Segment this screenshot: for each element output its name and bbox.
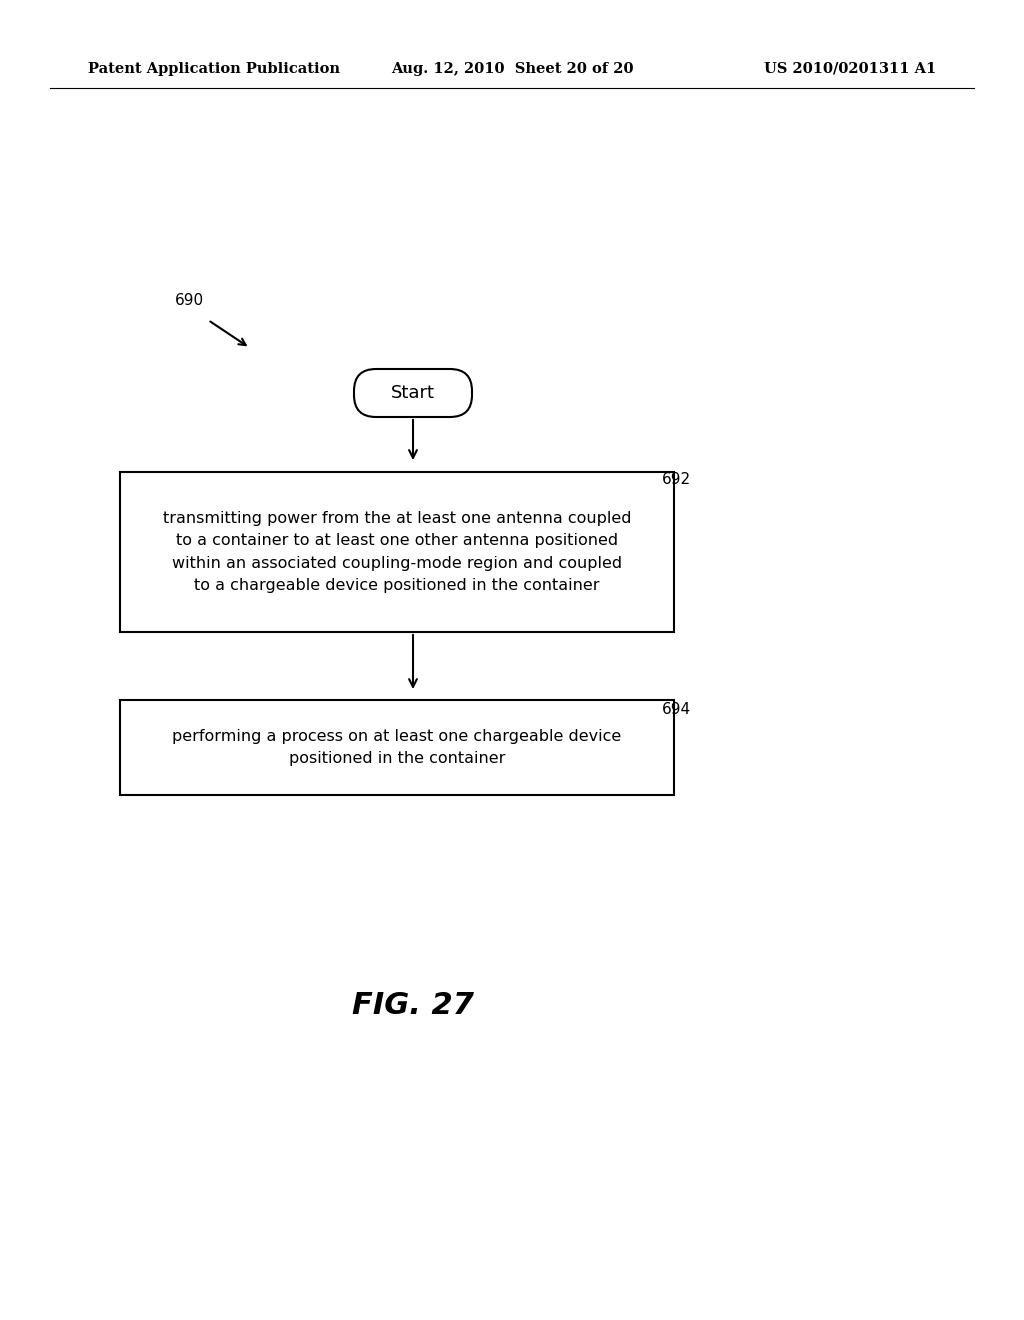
Text: 690: 690: [175, 293, 204, 308]
Text: 692: 692: [662, 473, 691, 487]
FancyBboxPatch shape: [120, 473, 674, 632]
Text: Patent Application Publication: Patent Application Publication: [88, 62, 340, 77]
Text: Aug. 12, 2010  Sheet 20 of 20: Aug. 12, 2010 Sheet 20 of 20: [391, 62, 633, 77]
Text: performing a process on at least one chargeable device
positioned in the contain: performing a process on at least one cha…: [172, 729, 622, 766]
Text: transmitting power from the at least one antenna coupled
to a container to at le: transmitting power from the at least one…: [163, 511, 631, 593]
Text: FIG. 27: FIG. 27: [352, 990, 474, 1019]
FancyBboxPatch shape: [354, 370, 472, 417]
FancyBboxPatch shape: [120, 700, 674, 795]
Text: US 2010/0201311 A1: US 2010/0201311 A1: [764, 62, 936, 77]
Text: 694: 694: [662, 702, 691, 717]
Text: Start: Start: [391, 384, 435, 403]
